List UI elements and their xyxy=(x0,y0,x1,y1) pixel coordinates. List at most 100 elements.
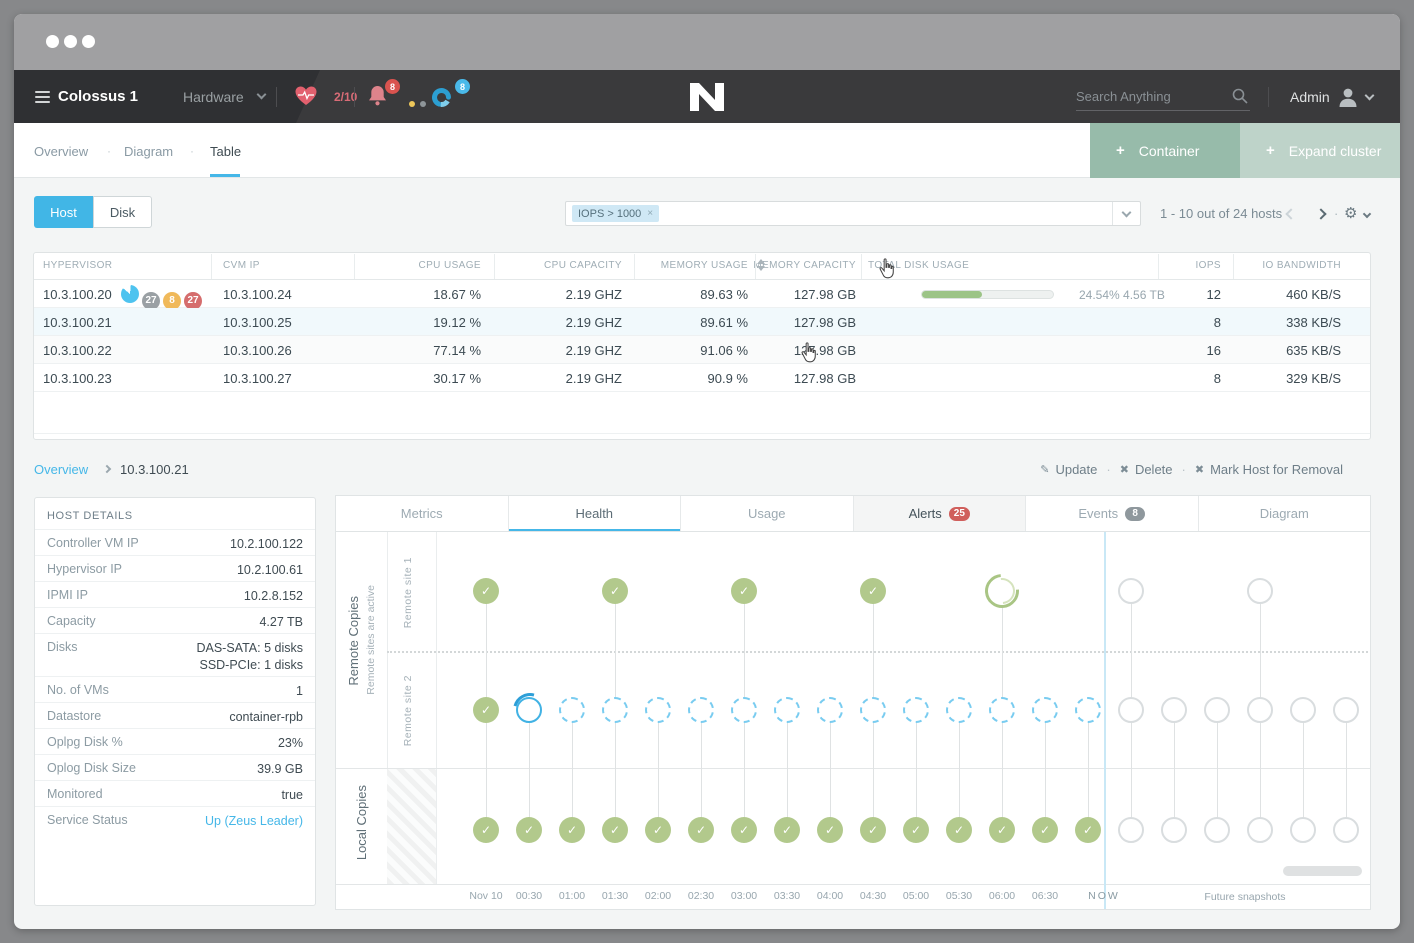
column-header-memory_capacity[interactable]: MEMORY CAPACITY xyxy=(753,260,856,271)
snapshot-future-local[interactable] xyxy=(1333,817,1359,843)
snapshot-done-local[interactable] xyxy=(989,817,1015,843)
cluster-name[interactable]: Colossus 1 xyxy=(58,88,139,105)
snapshot-done-local[interactable] xyxy=(903,817,929,843)
snapshot-pending-remote-site-2[interactable] xyxy=(559,697,585,723)
timeline-scrollbar[interactable] xyxy=(1283,866,1362,876)
snapshot-active-remote-site-2[interactable] xyxy=(516,697,542,723)
snapshot-done-local[interactable] xyxy=(473,817,499,843)
prev-page-icon[interactable] xyxy=(1285,208,1297,220)
sort-icon[interactable] xyxy=(757,259,767,271)
table-row[interactable]: 10.3.100.20 10.3.100.24 18.67 % 2.19 GHZ 89.… xyxy=(34,280,1370,310)
snapshot-done-remote-site-1[interactable] xyxy=(473,578,499,604)
snapshot-pending-remote-site-2[interactable] xyxy=(1075,697,1101,723)
chip-remove-icon[interactable]: × xyxy=(647,208,654,219)
snapshot-pending-remote-site-2[interactable] xyxy=(1032,697,1058,723)
column-header-io_bandwidth[interactable]: IO BANDWIDTH xyxy=(1262,260,1341,271)
search-input[interactable] xyxy=(1076,83,1224,109)
tab-overview[interactable]: Overview xyxy=(34,144,89,159)
snapshot-done-local[interactable] xyxy=(860,817,886,843)
snapshot-done-local[interactable] xyxy=(602,817,628,843)
breadcrumb-overview-link[interactable]: Overview xyxy=(34,462,89,477)
column-header-disk[interactable]: TOTAL DISK USAGE xyxy=(868,260,970,271)
snapshot-done-remote-site-2[interactable] xyxy=(473,697,499,723)
table-row[interactable]: 10.3.100.21 10.3.100.25 19.12 % 2.19 GHZ 89.… xyxy=(34,308,1370,336)
snapshot-loading-remote-site-1[interactable] xyxy=(978,567,1026,615)
detail-tab-diagram[interactable]: Diagram xyxy=(1199,496,1371,531)
snapshot-pending-remote-site-2[interactable] xyxy=(903,697,929,723)
window-control-dot[interactable] xyxy=(64,35,77,48)
add-container-button[interactable]: + Container xyxy=(1090,123,1240,178)
snapshot-pending-remote-site-2[interactable] xyxy=(817,697,843,723)
detail-tab-health[interactable]: Health xyxy=(508,496,681,532)
snapshot-done-local[interactable] xyxy=(688,817,714,843)
count-badge-red[interactable]: 27 xyxy=(184,291,202,310)
delete-host-button[interactable]: ✖ Delete xyxy=(1120,462,1173,477)
detail-tab-usage[interactable]: Usage xyxy=(681,496,854,531)
gear-icon[interactable]: ⚙ xyxy=(1344,204,1358,222)
alerts-count-badge[interactable]: 8 xyxy=(385,79,400,94)
update-host-button[interactable]: ✎ Update xyxy=(1040,462,1097,477)
column-header-hypervisor[interactable]: HYPERVISOR xyxy=(43,260,113,271)
snapshot-done-local[interactable] xyxy=(946,817,972,843)
snapshot-future-remote-site-2[interactable] xyxy=(1118,697,1144,723)
next-page-icon[interactable] xyxy=(1315,208,1327,220)
snapshot-future-local[interactable] xyxy=(1247,817,1273,843)
service-status-link[interactable]: Up (Zeus Leader) xyxy=(205,814,303,828)
expand-cluster-button[interactable]: + Expand cluster xyxy=(1240,123,1400,178)
search-icon[interactable] xyxy=(1232,88,1248,104)
column-header-cpu_usage[interactable]: CPU USAGE xyxy=(418,260,481,271)
snapshot-pending-remote-site-2[interactable] xyxy=(602,697,628,723)
snapshot-done-local[interactable] xyxy=(1075,817,1101,843)
snapshot-done-remote-site-1[interactable] xyxy=(860,578,886,604)
snapshot-future-local[interactable] xyxy=(1290,817,1316,843)
snapshot-pending-remote-site-2[interactable] xyxy=(946,697,972,723)
snapshot-future-remote-site-2[interactable] xyxy=(1290,697,1316,723)
snapshot-done-local[interactable] xyxy=(516,817,542,843)
window-control-dot[interactable] xyxy=(46,35,59,48)
snapshot-future-remote-site-2[interactable] xyxy=(1161,697,1187,723)
disk-toggle-button[interactable]: Disk xyxy=(93,196,152,228)
tab-diagram[interactable]: Diagram xyxy=(124,144,174,159)
snapshot-done-local[interactable] xyxy=(645,817,671,843)
filter-input[interactable]: IOPS > 1000 × xyxy=(565,201,1141,226)
snapshot-future-local[interactable] xyxy=(1204,817,1230,843)
snapshot-pending-remote-site-2[interactable] xyxy=(860,697,886,723)
table-row[interactable]: 10.3.100.23 10.3.100.27 30.17 % 2.19 GHZ 90.… xyxy=(34,364,1370,392)
snapshot-done-remote-site-1[interactable] xyxy=(602,578,628,604)
chevron-down-icon[interactable] xyxy=(1362,209,1372,219)
filter-dropdown-toggle[interactable] xyxy=(1112,202,1140,225)
chevron-down-icon[interactable] xyxy=(1364,90,1375,101)
filter-chip[interactable]: IOPS > 1000 × xyxy=(572,205,660,222)
table-row[interactable]: 10.3.100.22 10.3.100.26 77.14 % 2.19 GHZ 91.… xyxy=(34,336,1370,364)
column-header-cpu_capacity[interactable]: CPU CAPACITY xyxy=(544,260,622,271)
column-header-memory_usage[interactable]: MEMORY USAGE xyxy=(660,260,748,271)
user-avatar-icon[interactable] xyxy=(1338,86,1358,108)
snapshot-pending-remote-site-2[interactable] xyxy=(774,697,800,723)
snapshot-future-remote-site-1[interactable] xyxy=(1247,578,1273,604)
snapshot-done-local[interactable] xyxy=(1032,817,1058,843)
detail-tab-alerts[interactable]: Alerts 25 xyxy=(853,496,1026,531)
window-control-dot[interactable] xyxy=(82,35,95,48)
detail-tab-events[interactable]: Events 8 xyxy=(1026,496,1199,531)
host-toggle-button[interactable]: Host xyxy=(34,196,93,228)
snapshot-pending-remote-site-2[interactable] xyxy=(731,697,757,723)
tab-table[interactable]: Table xyxy=(210,144,242,159)
column-header-cvm_ip[interactable]: CVM IP xyxy=(223,260,260,271)
snapshot-future-local[interactable] xyxy=(1118,817,1144,843)
snapshot-pending-remote-site-2[interactable] xyxy=(989,697,1015,723)
mark-host-removal-button[interactable]: ✖ Mark Host for Removal xyxy=(1195,462,1343,477)
snapshot-pending-remote-site-2[interactable] xyxy=(688,697,714,723)
snapshot-future-remote-site-2[interactable] xyxy=(1204,697,1230,723)
snapshot-future-remote-site-2[interactable] xyxy=(1247,697,1273,723)
snapshot-future-local[interactable] xyxy=(1161,817,1187,843)
bell-icon[interactable] xyxy=(368,85,387,107)
snapshot-done-local[interactable] xyxy=(774,817,800,843)
count-badge-yellow[interactable]: 8 xyxy=(163,291,181,310)
snapshot-done-local[interactable] xyxy=(817,817,843,843)
column-header-iops[interactable]: IOPS xyxy=(1195,260,1221,271)
snapshot-future-remote-site-1[interactable] xyxy=(1118,578,1144,604)
snapshot-future-remote-site-2[interactable] xyxy=(1333,697,1359,723)
snapshot-done-local[interactable] xyxy=(559,817,585,843)
tasks-count-badge[interactable]: 8 xyxy=(455,79,470,94)
health-heart-icon[interactable] xyxy=(295,86,317,106)
